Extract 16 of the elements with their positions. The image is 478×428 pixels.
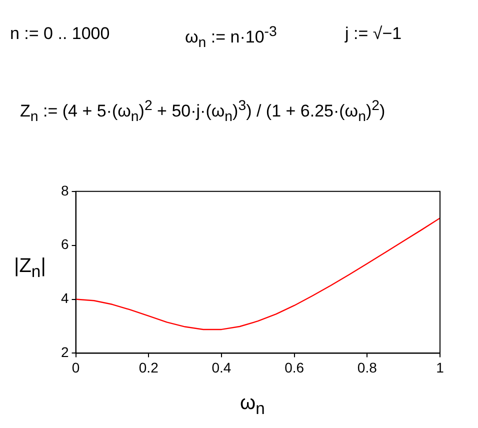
y-tick-label: 4	[60, 290, 69, 306]
y-tick-label: 8	[60, 182, 69, 198]
x-tick-label: 0.8	[357, 359, 378, 376]
x-tick-label: 0	[72, 359, 80, 376]
x-axis-title: ω$_{n}$	[240, 392, 265, 419]
x-tick-label: 0.6	[284, 359, 304, 376]
y-tick-label: 2	[60, 344, 69, 360]
x-tick-label: 0.4	[212, 359, 232, 376]
x-tick-label: 1	[436, 359, 444, 376]
x-tick-label: 0.2	[138, 359, 159, 376]
text: ω$_{n}$ := n·10$^{-3}$	[185, 24, 277, 52]
text: Z$_{n}$ := (4 + 5·(ω$_{n}$)$^{2}$ + 50·j·(ω$_{n}$)$^{3}$) / (1 + 6.25·(ω$_{n}$)$^{2}$)	[20, 98, 386, 126]
text: j := √−1	[345, 24, 402, 44]
y-axis-title: |Z$_{n}$|	[14, 255, 46, 282]
y-tick-label: 6	[60, 236, 69, 252]
text: n := 0 .. 1000	[10, 24, 110, 44]
